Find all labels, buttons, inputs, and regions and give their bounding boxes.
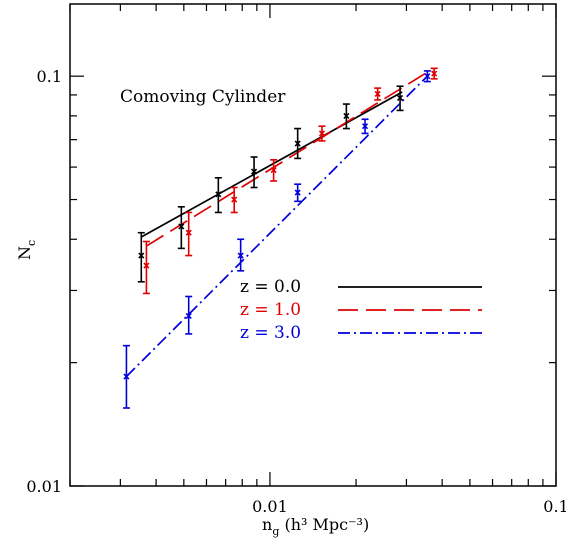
data-point [185, 312, 192, 319]
axis-ticks: 0.01 0.1 0.01 0.1 [26, 4, 566, 516]
data-point [431, 70, 438, 77]
x-axis-label-main: n [262, 515, 272, 534]
y-tick-label: 0.01 [26, 477, 62, 496]
data-points [122, 67, 438, 409]
legend-label: z = 0.0 [240, 277, 301, 297]
fit-line [140, 91, 403, 238]
fit-lines [125, 69, 432, 378]
data-point [250, 168, 258, 175]
x-axis-label-sub: g [272, 525, 279, 538]
data-point [318, 130, 326, 137]
x-tick-label: 0.1 [543, 497, 566, 516]
data-point [143, 262, 150, 269]
x-axis-label-units: (h³ Mpc⁻³) [279, 515, 369, 534]
data-point [361, 123, 369, 130]
x-axis-label: ng (h³ Mpc⁻³) [262, 515, 369, 538]
data-point [396, 94, 404, 101]
legend-label: z = 3.0 [240, 323, 301, 343]
data-point [424, 73, 431, 80]
annotation-text: Comoving Cylinder [120, 87, 286, 107]
data-point [178, 223, 185, 230]
fit-line [125, 75, 428, 378]
legend: z = 0.0 z = 1.0 z = 3.0 [240, 277, 482, 343]
y-axis-label-sub: c [25, 240, 38, 246]
y-tick-label: 0.1 [37, 67, 62, 86]
data-point [270, 167, 277, 174]
legend-label: z = 1.0 [240, 300, 301, 320]
y-axis-label-main: N [15, 246, 34, 260]
data-point [237, 252, 244, 259]
data-point [231, 196, 238, 203]
data-point [374, 90, 381, 98]
data-point [294, 189, 301, 196]
data-point [294, 140, 301, 147]
data-point [215, 191, 222, 198]
y-axis-label: Nc [15, 240, 38, 260]
plot-frame [69, 3, 557, 487]
data-point [138, 252, 145, 259]
data-point [343, 112, 350, 119]
x-tick-label: 0.01 [252, 497, 288, 516]
data-point [123, 373, 130, 380]
data-point [185, 229, 192, 236]
